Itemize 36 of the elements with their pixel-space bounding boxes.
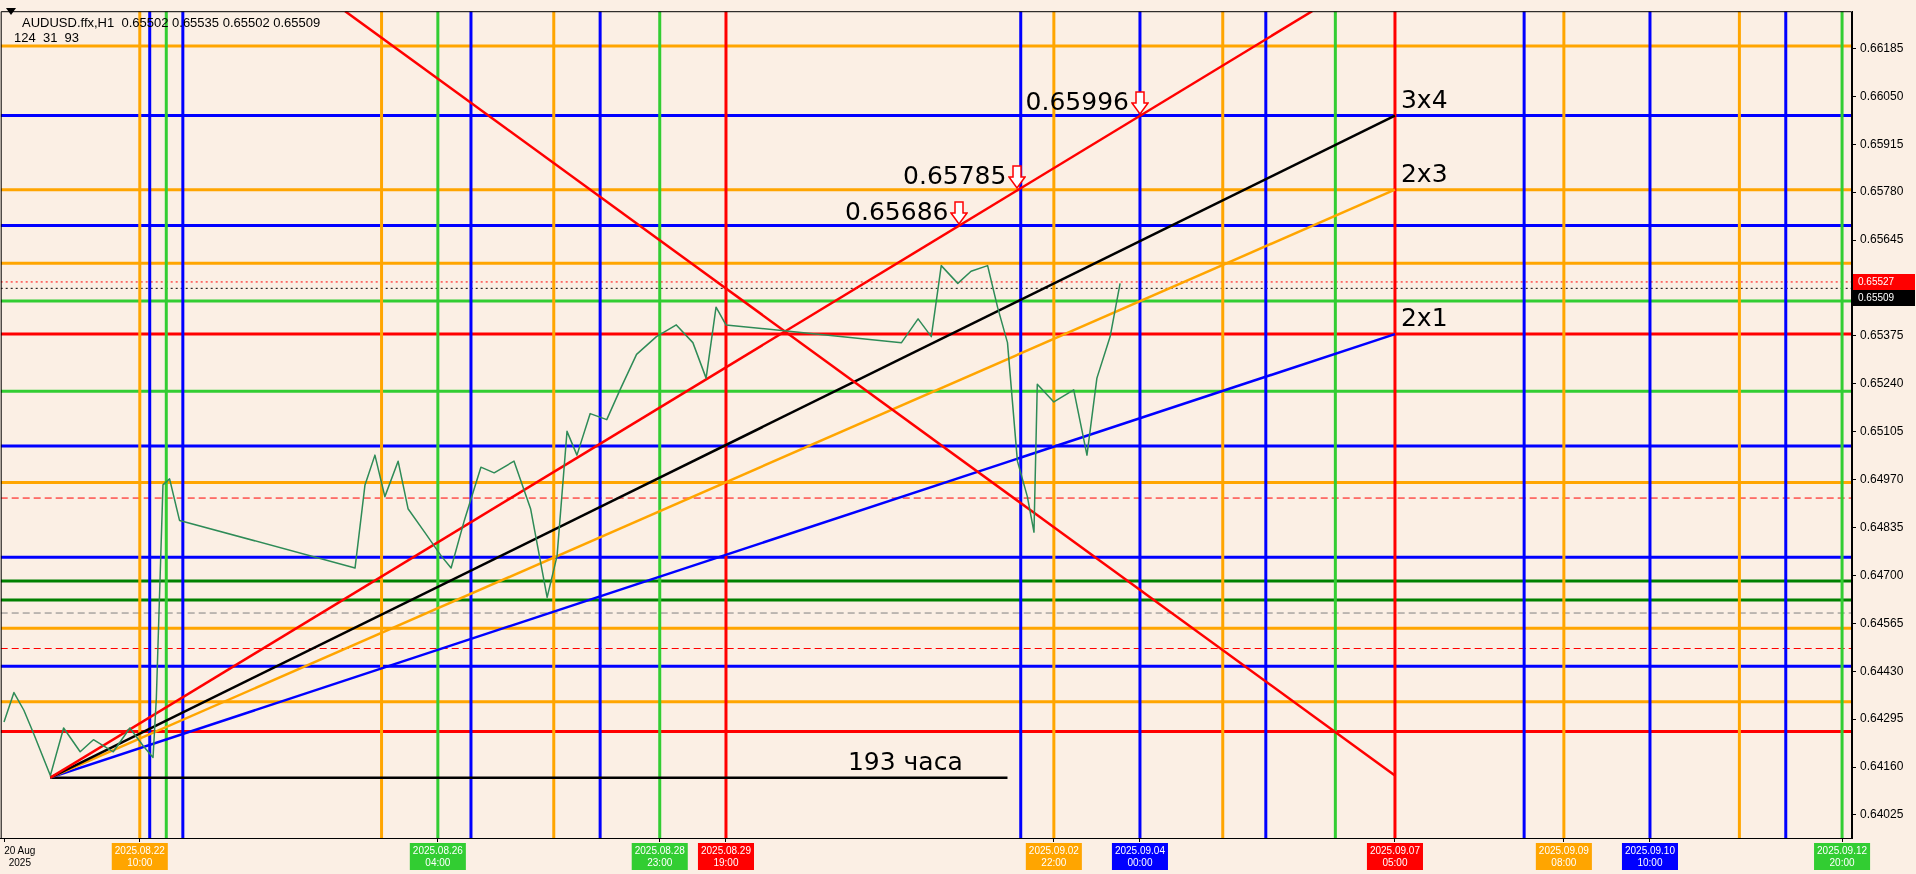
y-tick-label: 0.65915: [1860, 136, 1904, 151]
x-tick-label: 2025.09.09 08:00: [1538, 844, 1590, 868]
y-tick-label: 0.65645: [1860, 232, 1904, 247]
x-tick-label: 2025.09.10 10:00: [1624, 844, 1676, 868]
y-tick-label: 0.64430: [1860, 663, 1904, 678]
annotation: 0.65785: [903, 161, 1007, 191]
y-tick-label: 0.65240: [1860, 376, 1904, 391]
y-tick-label: 0.64700: [1860, 567, 1904, 582]
x-tick-label: 20 Aug 2025: [4, 844, 36, 868]
annotation: 2x1: [1400, 303, 1448, 333]
annotation: 2x3: [1400, 158, 1448, 188]
y-tick-label: 0.64970: [1860, 471, 1904, 486]
y-tick-label: 0.64835: [1860, 519, 1904, 534]
annotation: 193 часа: [847, 746, 963, 776]
x-tick-label: 2025.09.12 20:00: [1817, 844, 1868, 868]
text: 124 31 93: [14, 29, 80, 45]
x-tick-label: 2025.09.07 05:00: [1369, 844, 1421, 868]
y-tick-label: 0.64565: [1860, 615, 1904, 630]
y-tick-label: 0.65105: [1860, 424, 1904, 439]
ref-line-label: 0.65509: [1858, 292, 1895, 304]
y-tick-label: 0.66185: [1860, 40, 1904, 55]
x-tick-label: 2025.09.02 22:00: [1028, 844, 1080, 868]
y-tick-label: 0.66050: [1860, 88, 1904, 103]
x-tick-label: 2025.08.29 19:00: [700, 844, 752, 868]
annotation: 0.65686: [845, 196, 949, 226]
x-tick-label: 2025.08.22 10:00: [114, 844, 166, 868]
ref-line-label: 0.65527: [1858, 276, 1895, 288]
y-tick-label: 0.65375: [1860, 328, 1904, 343]
annotation: 3x4: [1400, 84, 1448, 114]
y-tick-label: 0.64160: [1860, 759, 1904, 774]
x-tick-label: 2025.09.04 00:00: [1114, 844, 1166, 868]
x-tick-label: 2025.08.26 04:00: [412, 844, 464, 868]
y-tick-label: 0.64025: [1860, 807, 1904, 822]
x-tick-label: 2025.08.28 23:00: [634, 844, 686, 868]
y-tick-label: 0.64295: [1860, 711, 1904, 726]
y-tick-label: 0.65780: [1860, 184, 1904, 199]
